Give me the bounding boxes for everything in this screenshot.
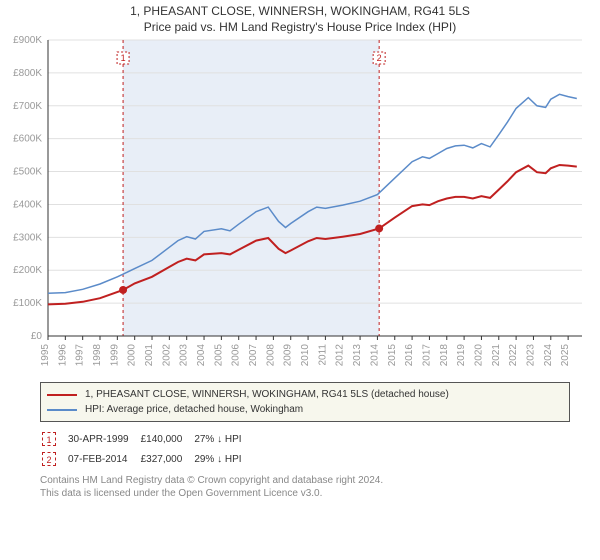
- svg-text:2024: 2024: [543, 344, 554, 367]
- legend-swatch: [47, 409, 77, 411]
- svg-text:2006: 2006: [231, 344, 242, 367]
- legend-label: HPI: Average price, detached house, Woki…: [85, 402, 303, 417]
- chart-container: £0 £100K £200K £300K £400K £500K £600K £700K £80…: [0, 34, 600, 374]
- svg-text:£200K: £200K: [13, 265, 42, 276]
- svg-text:£800K: £800K: [13, 68, 42, 79]
- svg-text:£700K: £700K: [13, 101, 42, 112]
- svg-text:2013: 2013: [352, 344, 363, 367]
- attribution-line: This data is licensed under the Open Gov…: [40, 487, 570, 500]
- marker-box: 2: [42, 452, 56, 466]
- chart-legend: 1, PHEASANT CLOSE, WINNERSH, WOKINGHAM, …: [40, 382, 570, 422]
- attribution-line: Contains HM Land Registry data © Crown c…: [40, 474, 570, 487]
- svg-text:2004: 2004: [196, 344, 207, 367]
- svg-text:£900K: £900K: [13, 35, 42, 46]
- legend-label: 1, PHEASANT CLOSE, WINNERSH, WOKINGHAM, …: [85, 387, 449, 402]
- legend-swatch: [47, 394, 77, 396]
- svg-text:1999: 1999: [109, 344, 120, 367]
- sale-date: 30-APR-1999: [68, 430, 139, 448]
- svg-text:2007: 2007: [248, 344, 259, 367]
- svg-text:2017: 2017: [421, 344, 432, 367]
- svg-text:£300K: £300K: [13, 232, 42, 243]
- svg-text:2005: 2005: [213, 344, 224, 367]
- sale-delta: 27% ↓ HPI: [194, 430, 251, 448]
- svg-text:£600K: £600K: [13, 134, 42, 145]
- svg-text:2010: 2010: [300, 344, 311, 367]
- svg-text:2014: 2014: [369, 344, 380, 367]
- sales-markers-table: 1 30-APR-1999£140,00027% ↓ HPI 2 07-FEB-201…: [40, 428, 254, 470]
- svg-text:2015: 2015: [387, 344, 398, 367]
- sale-price: £327,000: [141, 450, 193, 468]
- svg-text:1: 1: [121, 53, 126, 63]
- chart-title-1: 1, PHEASANT CLOSE, WINNERSH, WOKINGHAM, …: [0, 4, 600, 18]
- chart-title-2: Price paid vs. HM Land Registry's House …: [0, 20, 600, 34]
- svg-text:2000: 2000: [127, 344, 138, 367]
- svg-text:2019: 2019: [456, 344, 467, 367]
- legend-item: HPI: Average price, detached house, Woki…: [47, 402, 563, 417]
- sale-price: £140,000: [141, 430, 193, 448]
- svg-text:1997: 1997: [75, 344, 86, 367]
- svg-text:2011: 2011: [317, 344, 328, 366]
- svg-text:£500K: £500K: [13, 167, 42, 178]
- svg-text:2: 2: [377, 53, 382, 63]
- table-row: 1 30-APR-1999£140,00027% ↓ HPI: [42, 430, 252, 448]
- svg-text:2020: 2020: [473, 344, 484, 367]
- svg-text:2025: 2025: [560, 344, 571, 367]
- table-row: 2 07-FEB-2014£327,00029% ↓ HPI: [42, 450, 252, 468]
- svg-text:2012: 2012: [335, 344, 346, 367]
- svg-text:1995: 1995: [40, 344, 51, 367]
- marker-box: 1: [42, 432, 56, 446]
- svg-text:2016: 2016: [404, 344, 415, 367]
- svg-text:2022: 2022: [508, 344, 519, 367]
- svg-text:2021: 2021: [491, 344, 502, 367]
- svg-text:2002: 2002: [161, 344, 172, 367]
- attribution: Contains HM Land Registry data © Crown c…: [40, 474, 570, 500]
- svg-text:£0: £0: [31, 331, 43, 342]
- price-chart: £0 £100K £200K £300K £400K £500K £600K £700K £80…: [0, 34, 600, 374]
- svg-text:£400K: £400K: [13, 199, 42, 210]
- sale-delta: 29% ↓ HPI: [194, 450, 251, 468]
- svg-text:1998: 1998: [92, 344, 103, 367]
- legend-item: 1, PHEASANT CLOSE, WINNERSH, WOKINGHAM, …: [47, 387, 563, 402]
- svg-text:2023: 2023: [525, 344, 536, 367]
- svg-text:2001: 2001: [144, 344, 155, 367]
- svg-text:2003: 2003: [179, 344, 190, 367]
- svg-text:2018: 2018: [439, 344, 450, 367]
- sale-date: 07-FEB-2014: [68, 450, 139, 468]
- svg-text:1996: 1996: [57, 344, 68, 367]
- svg-text:2009: 2009: [283, 344, 294, 367]
- svg-text:£100K: £100K: [13, 298, 42, 309]
- svg-text:2008: 2008: [265, 344, 276, 367]
